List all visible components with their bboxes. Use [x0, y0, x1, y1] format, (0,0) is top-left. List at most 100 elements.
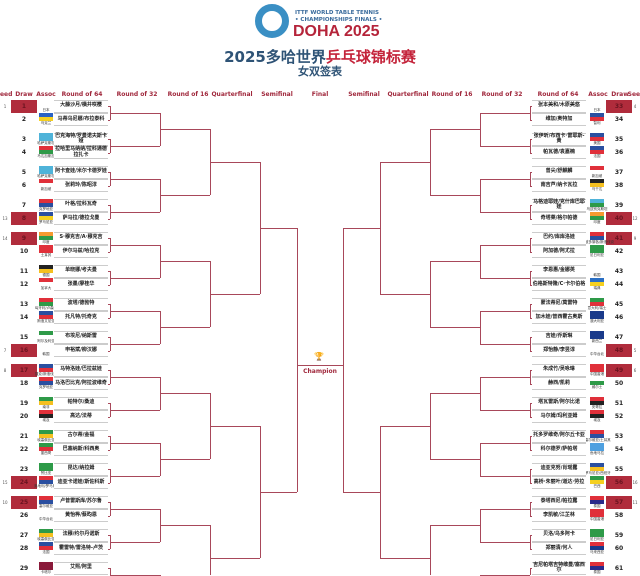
- player-pair-name[interactable]: 吉尼帕塔吉特维曼/塞西尔: [532, 561, 586, 575]
- player-pair-name[interactable]: 维加/奥特加: [532, 113, 586, 126]
- player-pair-name[interactable]: 布埃尼/纳斯雷: [54, 330, 108, 344]
- bracket-line: [380, 426, 430, 428]
- player-pair-name[interactable]: 奇塔莱/格尔帕德: [532, 212, 586, 225]
- bracket-entry: 45 意大利/瑞士 蒙法蒂尼/莫雷特: [0, 297, 640, 311]
- bracket-entry: 12 加拿大 张墨/廖桂华: [0, 278, 640, 291]
- draw-number: 59: [614, 531, 624, 539]
- player-pair-name[interactable]: 拉哈里马纳纳/拉科通德拉扎卡: [54, 146, 108, 159]
- player-pair-name[interactable]: 古尔蒂/金福: [54, 429, 108, 443]
- bracket-line: [320, 365, 343, 366]
- bracket-line: [108, 383, 110, 385]
- player-pair-name[interactable]: 萨马拉/德拉戈曼: [54, 212, 108, 225]
- player-pair-name[interactable]: 高达/法蒂: [54, 410, 108, 423]
- bracket-line: [530, 238, 532, 239]
- player-pair-name[interactable]: 马蒂乌尼娜/布拉泰科: [54, 113, 108, 126]
- player-pair-name[interactable]: 赫西/凯莉: [532, 377, 586, 390]
- player-pair-name[interactable]: 李凯敏/江芷林: [532, 509, 586, 522]
- player-pair-name[interactable]: 巴塞纳斯/科西奥: [54, 443, 108, 456]
- player-pair-name[interactable]: 郑丽清/何人: [532, 542, 586, 555]
- draw-number: 27: [19, 531, 29, 539]
- association-label: 哈萨克斯坦: [37, 173, 55, 178]
- player-pair-name[interactable]: 卢普雷斯库/苏尔鲁: [54, 495, 108, 509]
- flag-icon: [590, 132, 604, 141]
- bracket-line: [530, 172, 532, 173]
- bracket-entry: 13 匈牙利/卢森堡 波塔/德勃特: [0, 297, 640, 311]
- player-pair-name[interactable]: 昆达/纳拉姆: [54, 462, 108, 476]
- bracket-line: [108, 403, 110, 404]
- player-pair-name[interactable]: 巴约/库库洛娃: [532, 231, 586, 245]
- flag-icon: [39, 311, 53, 319]
- player-pair-name[interactable]: 高桥·朱丽叶/道达·劳拉: [532, 476, 586, 489]
- bracket-line: [108, 205, 110, 206]
- player-pair-name[interactable]: 黄怡桦/蔡昀恩: [54, 509, 108, 522]
- player-pair-name[interactable]: 阿加德/阿尤拉: [532, 245, 586, 258]
- player-pair-name[interactable]: 伊尔马兹/哈拉克: [54, 245, 108, 258]
- association-label: 克罗地亚: [39, 206, 53, 211]
- player-pair-name[interactable]: 迪亚卡诺娃/斯佐科斯: [54, 476, 108, 489]
- player-pair-name[interactable]: 伯格斯特隆/C·卡尔伯格: [532, 278, 586, 291]
- draw-number: 17: [11, 363, 37, 377]
- bracket-line: [530, 436, 531, 450]
- player-pair-name[interactable]: 帕瓦德/袁嘉楠: [532, 146, 586, 159]
- draw-number: 42: [614, 248, 624, 255]
- player-pair-name[interactable]: 塔瓦雷斯/阿尔比诺: [532, 396, 586, 410]
- player-pair-name[interactable]: 霍雷特/雷洛特-卢茨: [54, 542, 108, 555]
- draw-number: 50: [614, 380, 624, 387]
- player-pair-name[interactable]: 南吉芦/纳卡瓦拉: [532, 179, 586, 192]
- player-pair-name[interactable]: 马尔姆/玛利亚姆: [532, 410, 586, 423]
- player-pair-name[interactable]: 巴克海特/罗曼诺夫斯卡娅: [54, 132, 108, 146]
- bracket-entry: 26 中华台北 黄怡桦/蔡昀恩: [0, 509, 640, 522]
- flag-icon: [39, 561, 53, 570]
- player-pair-name[interactable]: 贝洛/乌多阿卡: [532, 528, 586, 542]
- player-pair-name[interactable]: 阿卡查娃/米尔卡德罗娃: [54, 165, 108, 179]
- player-pair-name[interactable]: 马特洛娃/巴拉兹娃: [54, 363, 108, 377]
- player-pair-name[interactable]: 申裕斌/柳汉娜: [54, 344, 108, 357]
- player-pair-name[interactable]: 吉娃/乔斯琳: [532, 330, 586, 344]
- bracket-line: [430, 327, 480, 329]
- bracket-line: [480, 178, 530, 180]
- player-pair-name[interactable]: 马洛巴比克/阿拉波维奇: [54, 377, 108, 390]
- player-pair-name[interactable]: 泰塔西尼/帕拉露: [532, 495, 586, 509]
- bracket-line: [480, 211, 530, 213]
- player-pair-name[interactable]: 叶格/拉科瓦奇: [54, 198, 108, 212]
- player-pair-name[interactable]: 马格迪耶娃/克什库巴耶娃: [532, 198, 586, 212]
- player-pair-name[interactable]: 迪亚克努/肖瑶露: [532, 462, 586, 476]
- player-pair-name[interactable]: 张莉玲/陈昭淳: [54, 179, 108, 192]
- bracket-line: [210, 525, 211, 575]
- player-pair-name[interactable]: 托凡特/托奇克: [54, 311, 108, 324]
- draw-number: 51: [614, 399, 624, 407]
- bracket-line: [430, 195, 480, 197]
- player-pair-name[interactable]: 大藤沙月/横井咲樱: [54, 99, 108, 113]
- flag-icon: [590, 495, 604, 504]
- player-pair-name[interactable]: 单晓娜/考夫曼: [54, 264, 108, 278]
- logo-text: • CHAMPIONSHIPS FINALS •: [295, 17, 383, 23]
- bracket-entry: 22 墨西哥 巴塞纳斯/科西奥: [0, 443, 640, 456]
- player-pair-name[interactable]: 艾熙/阿里: [54, 561, 108, 575]
- player-pair-name[interactable]: 法穆/约尔丹诺斯: [54, 528, 108, 542]
- bracket-line: [530, 218, 532, 220]
- player-pair-name[interactable]: 波塔/德勃特: [54, 297, 108, 311]
- player-pair-name[interactable]: 张本美和/木原美悠: [532, 99, 586, 113]
- flag-icon: [39, 212, 53, 220]
- player-pair-name[interactable]: 蒙法蒂尼/莫雷特: [532, 297, 586, 311]
- bracket-line: [108, 317, 110, 319]
- player-pair-name[interactable]: 张伊昕/布西卡·雷耶斯-黄: [532, 132, 586, 146]
- player-pair-name[interactable]: 帕特尔/桑迪: [54, 396, 108, 410]
- association-label: 匈牙利/卢森堡: [34, 305, 58, 310]
- player-pair-name[interactable]: 郑怡静/李昱谆: [532, 344, 586, 357]
- player-pair-name[interactable]: 曾尖/舒麒麟: [532, 165, 586, 179]
- player-pair-name[interactable]: 科尔德罗/萨帕塔: [532, 443, 586, 456]
- bracket-entry: 4 33 日本 张本美和/木原美悠: [0, 99, 640, 113]
- bracket-line: [297, 228, 298, 493]
- bracket-entry: 11 德国 单晓娜/考夫曼: [0, 264, 640, 278]
- player-pair-name[interactable]: 张墨/廖桂华: [54, 278, 108, 291]
- player-pair-name[interactable]: 朱成竹/吴咏琳: [532, 363, 586, 377]
- bracket-line: [530, 271, 532, 272]
- player-pair-name[interactable]: 加木娃/普西霍古奥斯: [532, 311, 586, 324]
- player-pair-name[interactable]: 李恩惠/金娜英: [532, 264, 586, 278]
- bracket-line: [530, 535, 531, 549]
- player-pair-name[interactable]: 托多罗维奇/阿尔丘卡亚: [532, 429, 586, 443]
- player-pair-name[interactable]: S·穆克吉/A·穆克吉: [54, 231, 108, 245]
- association-label: 加拿大: [40, 286, 52, 290]
- seed-number: 13: [2, 216, 8, 221]
